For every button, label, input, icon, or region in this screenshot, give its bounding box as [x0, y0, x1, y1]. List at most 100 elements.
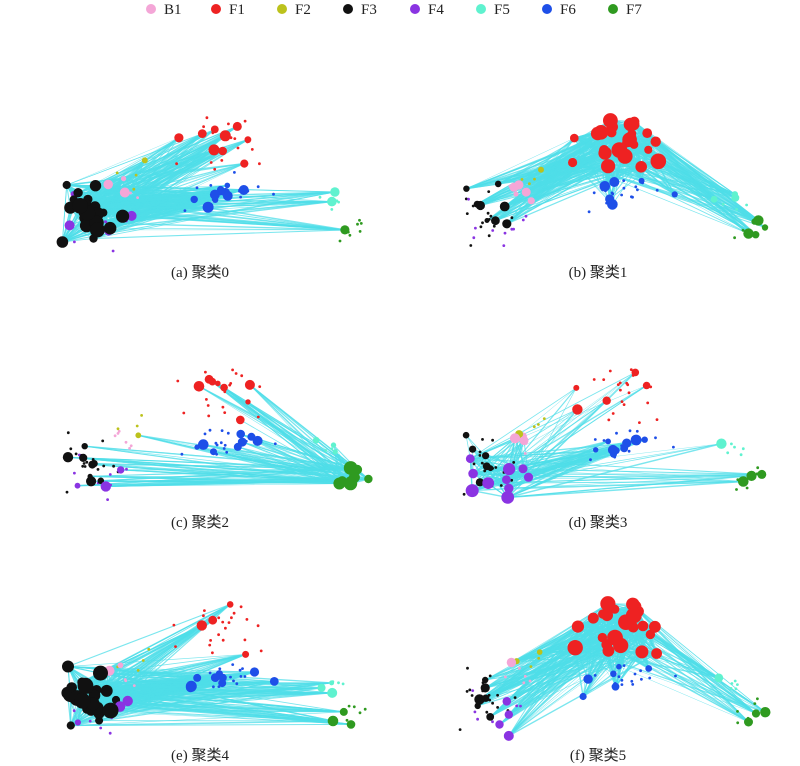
- network-edge: [484, 610, 639, 681]
- network-edge: [604, 152, 766, 228]
- network-node-f6: [607, 444, 618, 455]
- network-edge: [508, 626, 579, 737]
- network-node-f2: [132, 187, 136, 191]
- network-node-f1: [242, 650, 250, 658]
- network-node-f6: [241, 667, 244, 670]
- network-edge: [80, 191, 335, 209]
- network-node-f5: [330, 442, 337, 448]
- network-edge: [90, 475, 351, 485]
- network-edge: [508, 645, 621, 737]
- network-node-f1: [232, 611, 236, 615]
- network-node-f4: [122, 695, 133, 707]
- network-node-f1: [627, 391, 631, 395]
- network-node-f5: [329, 680, 335, 686]
- network-node-f6: [225, 450, 229, 454]
- network-node-b1: [522, 681, 526, 685]
- network-node-f6: [210, 448, 217, 456]
- network-node-f1: [623, 117, 638, 132]
- network-node-f4: [523, 472, 534, 482]
- network-node-f4: [74, 482, 81, 489]
- network-node-f7: [348, 233, 352, 237]
- network-node-f1: [219, 130, 231, 142]
- network-node-f6: [617, 675, 621, 679]
- network-node-f7: [347, 704, 351, 708]
- network-node-f3: [466, 666, 469, 670]
- network-node-f1: [568, 157, 578, 168]
- network-node-f2: [533, 177, 536, 181]
- network-edge: [61, 159, 146, 243]
- network-node-b1: [518, 666, 521, 670]
- network-edge: [641, 651, 749, 723]
- network-node-f4: [72, 709, 76, 713]
- network-edge: [100, 672, 344, 713]
- network-edge: [203, 443, 351, 469]
- network-edge: [66, 137, 179, 186]
- network-node-f5: [341, 682, 345, 686]
- network-node-f3: [513, 696, 517, 699]
- network-node-f6: [639, 669, 642, 673]
- network-node-f1: [650, 136, 661, 147]
- network-edge: [93, 229, 345, 240]
- network-edge: [528, 475, 752, 478]
- network-node-b1: [124, 440, 128, 444]
- network-node-f1: [622, 403, 626, 406]
- network-node-f3: [102, 702, 119, 719]
- network-node-f1: [622, 132, 637, 147]
- network-node-f3: [499, 201, 510, 212]
- network-node-f6: [209, 189, 220, 200]
- network-nodes: [462, 368, 767, 504]
- network-node-f1: [205, 116, 209, 120]
- network-node-f4: [502, 475, 511, 485]
- network-node-f1: [203, 609, 206, 612]
- network-node-f5: [739, 453, 743, 457]
- network-edge: [606, 643, 749, 723]
- network-nodes: [458, 596, 771, 741]
- network-node-f1: [220, 383, 228, 392]
- network-edge: [508, 645, 621, 715]
- network-edge: [466, 152, 606, 190]
- network-edge: [84, 445, 355, 478]
- network-node-f6: [219, 441, 223, 445]
- network-node-f7: [736, 710, 739, 713]
- network-node-f6: [222, 447, 226, 450]
- network-node-f4: [99, 726, 103, 730]
- network-node-f1: [220, 159, 224, 162]
- network-node-f7: [751, 709, 761, 718]
- network-node-f6: [645, 665, 653, 672]
- network-node-f6: [233, 171, 236, 174]
- network-node-f7: [339, 707, 348, 716]
- network-node-b1: [128, 446, 132, 450]
- network-node-f6: [634, 185, 638, 189]
- network-node-f3: [472, 462, 476, 466]
- network-edge: [604, 152, 757, 236]
- network-node-f4: [474, 226, 477, 230]
- network-node-f6: [622, 438, 632, 448]
- network-node-f3: [475, 200, 485, 211]
- network-node-f3: [74, 692, 91, 709]
- network-edge: [110, 682, 332, 711]
- network-node-f3: [69, 447, 73, 451]
- network-node-f1: [208, 144, 220, 156]
- network-node-f1: [239, 605, 243, 609]
- network-node-f3: [103, 221, 117, 235]
- network-node-f1: [603, 113, 618, 128]
- network-node-f7: [358, 218, 361, 222]
- network-node-f5: [730, 682, 734, 685]
- network-node-f1: [211, 651, 214, 655]
- network-node-f4: [467, 197, 470, 201]
- network-edge: [507, 480, 744, 499]
- network-node-f7: [741, 228, 745, 232]
- network-node-f7: [736, 721, 740, 725]
- network-node-f3: [100, 684, 113, 697]
- network-edge: [518, 152, 606, 186]
- network-node-f4: [74, 719, 81, 726]
- network-edge: [100, 654, 246, 674]
- network-node-f3: [93, 665, 108, 681]
- network-node-f6: [599, 181, 611, 192]
- network-node-f3: [491, 438, 494, 442]
- network-node-f1: [197, 129, 207, 139]
- network-node-f3: [488, 674, 492, 678]
- network-node-f1: [172, 623, 176, 627]
- network-node-f1: [236, 146, 240, 150]
- network-node-f3: [102, 464, 106, 468]
